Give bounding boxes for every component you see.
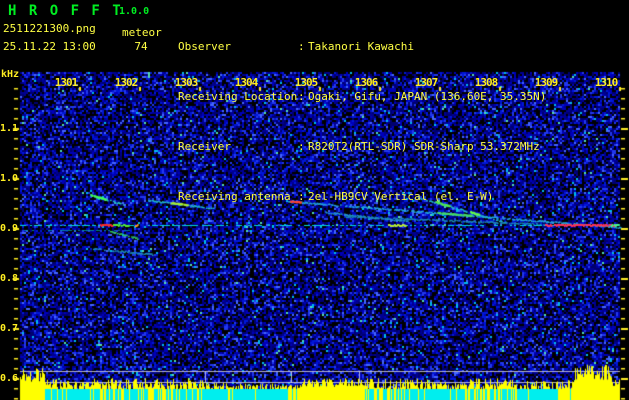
time-tick-label: 1310 xyxy=(594,76,619,89)
freq-tick-label: 1.1 xyxy=(0,123,19,134)
time-tick-label: 1303 xyxy=(174,76,199,89)
receiver-info-block: Observer: Takanori Kawachi Receiving Loca… xyxy=(178,3,546,241)
time-tick-label: 1304 xyxy=(234,76,259,89)
receiver-info-row: Receiver: R820T2(RTL-SDR) SDR-Sharp 53.37… xyxy=(178,141,546,153)
mode-label: meteor xyxy=(122,26,162,39)
info-label: Receiving antenna xyxy=(178,190,291,203)
time-tick-label: 1302 xyxy=(114,76,139,89)
freq-axis-unit: kHz xyxy=(1,69,20,80)
info-separator: : xyxy=(298,40,305,53)
time-tick-label: 1307 xyxy=(414,76,439,89)
freq-tick-label: 0.7 xyxy=(0,323,19,334)
info-label: Receiving Location xyxy=(178,90,298,103)
info-value: 2el-HB9CV Vertical (el. E-W) xyxy=(308,190,494,203)
freq-tick-label: 1.0 xyxy=(0,173,19,184)
info-separator: : xyxy=(298,140,305,153)
info-value: R820T2(RTL-SDR) SDR-Sharp 53.372MHz xyxy=(308,140,540,153)
time-tick-label: 1305 xyxy=(294,76,319,89)
info-separator: : xyxy=(298,90,305,103)
info-value: Ogaki, Gifu, JAPAN (136.60E, 35.35N) xyxy=(308,90,547,103)
datetime-label: 25.11.22 13:00 xyxy=(3,40,96,53)
version-label: 1.0.0 xyxy=(119,6,150,17)
freq-tick-label: 0.9 xyxy=(0,223,19,234)
time-tick-label: 1306 xyxy=(354,76,379,89)
info-separator: : xyxy=(298,190,305,203)
time-tick-label: 1301 xyxy=(54,76,79,89)
receiver-info-row: Receiving antenna:2el-HB9CV Vertical (el… xyxy=(178,191,546,203)
page-title: H R O F F T xyxy=(8,3,123,19)
time-tick-label: 1309 xyxy=(534,76,559,89)
receiver-info-row: Observer: Takanori Kawachi xyxy=(178,41,546,53)
info-value: Takanori Kawachi xyxy=(308,40,414,53)
info-label: Observer xyxy=(178,40,231,53)
info-label: Receiver xyxy=(178,140,231,153)
filename-label: 2511221300.png xyxy=(3,22,96,35)
receiver-info-row: Receiving Location: Ogaki, Gifu, JAPAN (1… xyxy=(178,91,546,103)
time-tick-label: 1308 xyxy=(474,76,499,89)
freq-tick-label: 0.8 xyxy=(0,273,19,284)
meteor-count: 74 xyxy=(134,40,148,53)
freq-tick-label: 0.6 xyxy=(0,373,19,384)
